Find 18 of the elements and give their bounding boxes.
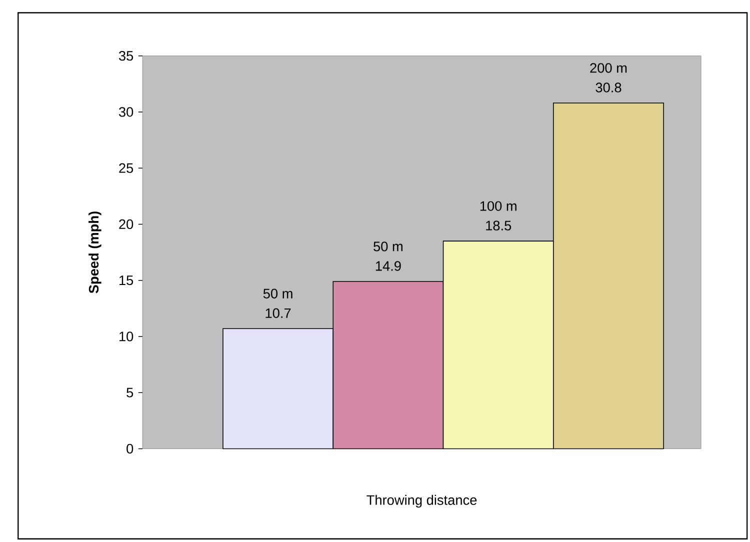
- y-tick-label: 10: [119, 332, 134, 342]
- x-tick-label: 50 m: [263, 288, 292, 299]
- y-tick-label: 5: [126, 388, 134, 398]
- y-tick-label: 35: [118, 51, 134, 61]
- y-tick-label: 30: [118, 107, 134, 117]
- data-label: 18.5: [486, 220, 512, 231]
- data-label: 30.8: [596, 82, 622, 92]
- x-tick-label: 200 m: [590, 63, 627, 73]
- y-tick-label: 25: [119, 163, 134, 174]
- data-label: 10.7: [266, 308, 291, 318]
- y-tick-label: 20: [119, 219, 134, 230]
- x-tick-label: 100 m: [480, 201, 516, 211]
- data-label: 14.9: [376, 261, 401, 271]
- y-tick-label: 15: [119, 276, 134, 286]
- y-tick-label: 0: [126, 444, 134, 454]
- x-axis-title: Throwing distance: [366, 494, 477, 508]
- x-tick-label: 50 m: [374, 242, 402, 252]
- y-axis-title: Speed (mph): [88, 212, 102, 294]
